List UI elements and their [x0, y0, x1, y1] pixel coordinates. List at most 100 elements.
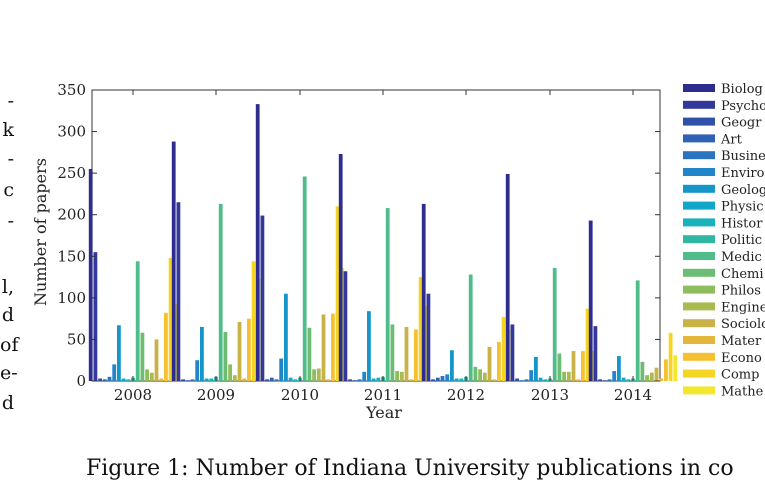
- bar: [529, 370, 534, 381]
- bar: [348, 379, 352, 381]
- x-tick-label: 2008: [114, 386, 152, 404]
- bar: [98, 378, 102, 381]
- legend-label: Geolog: [721, 183, 765, 198]
- legend-swatch: [683, 386, 715, 395]
- bar: [543, 379, 548, 381]
- bar: [159, 378, 164, 381]
- bar: [492, 379, 497, 381]
- bar: [612, 371, 617, 381]
- bar: [255, 104, 260, 381]
- bar: [640, 361, 645, 381]
- bar: [505, 173, 510, 381]
- bar: [607, 379, 612, 381]
- legend-label: Art: [720, 132, 743, 147]
- legend-label: Histor: [721, 216, 763, 231]
- legend-swatch: [683, 336, 715, 344]
- bar: [385, 208, 390, 381]
- bar: [519, 380, 524, 381]
- x-tick-label: 2013: [531, 386, 569, 404]
- bar: [117, 325, 121, 381]
- y-tick-label: 150: [57, 247, 86, 265]
- bar: [307, 327, 312, 381]
- bar: [223, 331, 228, 381]
- bar: [338, 154, 343, 381]
- body-text-fragment: d: [1, 304, 14, 326]
- bar: [390, 324, 395, 381]
- bar: [312, 369, 316, 381]
- bar: [426, 293, 431, 381]
- y-tick-label: 200: [57, 206, 86, 224]
- legend-label: Psycho: [721, 99, 765, 114]
- legend-label: Sociolo: [721, 317, 765, 332]
- bar: [617, 356, 621, 381]
- legend-label: Engine: [721, 300, 765, 315]
- bar: [121, 378, 126, 381]
- legend-swatch: [683, 235, 715, 244]
- bar: [279, 358, 284, 381]
- body-text-fragment: k: [2, 119, 14, 141]
- bar: [335, 206, 340, 381]
- bar: [247, 318, 251, 381]
- x-tick-label: 2010: [281, 386, 319, 404]
- legend-swatch: [683, 252, 715, 260]
- bar: [237, 321, 242, 381]
- bar: [362, 371, 367, 381]
- bar: [228, 364, 232, 381]
- bar: [112, 364, 117, 381]
- bar: [524, 379, 529, 381]
- bar: [140, 332, 145, 381]
- bar: [204, 378, 209, 381]
- bar: [501, 316, 506, 381]
- legend-label: Busine: [721, 149, 765, 164]
- bar: [88, 168, 93, 381]
- bar: [649, 372, 654, 381]
- bar: [185, 380, 190, 381]
- bar: [659, 378, 664, 381]
- legend-swatch: [683, 302, 715, 311]
- bar: [626, 379, 631, 381]
- bar: [593, 326, 598, 381]
- legend-swatch: [683, 319, 715, 328]
- legend-label: Chemi: [721, 267, 764, 282]
- bar: [571, 351, 576, 381]
- y-tick-label: 250: [57, 164, 86, 182]
- bar: [93, 252, 98, 381]
- body-text-fragment: c: [3, 179, 14, 201]
- bar: [566, 371, 571, 381]
- bar: [251, 261, 256, 381]
- bar: [331, 313, 335, 381]
- bar: [302, 176, 307, 381]
- bar: [654, 367, 659, 381]
- bar: [126, 379, 131, 381]
- bar: [371, 378, 376, 381]
- bar: [102, 379, 107, 381]
- bar: [664, 359, 668, 381]
- bar: [435, 377, 440, 381]
- bar: [195, 360, 200, 381]
- x-axis-title: Year: [365, 403, 402, 422]
- bar: [260, 215, 265, 381]
- legend-label: Comp: [721, 368, 759, 383]
- bar: [538, 377, 543, 381]
- bar: [440, 376, 445, 381]
- bar: [293, 379, 298, 381]
- bar: [487, 346, 492, 381]
- bar: [576, 379, 581, 381]
- legend-swatch: [683, 218, 715, 227]
- bar: [459, 378, 464, 381]
- legend-label: Philos: [721, 284, 761, 299]
- legend-swatch: [683, 184, 715, 193]
- y-tick-label: 300: [57, 123, 86, 141]
- bars-group: [88, 104, 678, 381]
- figure-caption: Figure 1: Number of Indiana University p…: [86, 456, 734, 481]
- y-axis: 0 50 100 150 200 250 300 350: [57, 81, 660, 390]
- bar: [107, 376, 112, 381]
- legend-label: Biolog: [721, 82, 763, 97]
- bar: [409, 379, 414, 381]
- legend-swatch: [683, 151, 715, 160]
- bar: [232, 375, 237, 381]
- bar: [585, 308, 590, 381]
- bar: [181, 379, 185, 381]
